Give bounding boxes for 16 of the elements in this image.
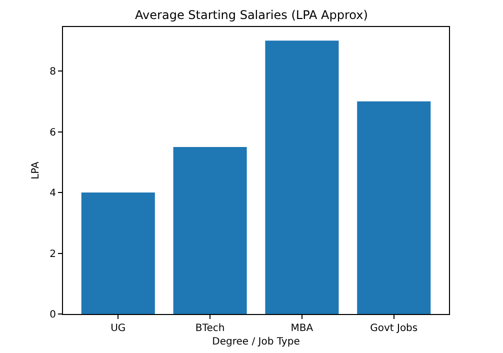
x-tick-label: MBA	[290, 323, 314, 334]
x-axis-title: Degree / Job Type	[212, 336, 300, 348]
bar	[81, 192, 155, 314]
x-tick-label: UG	[110, 323, 126, 334]
y-tick-label: 4	[50, 188, 56, 200]
y-axis-title: LPA	[30, 161, 42, 180]
bar	[173, 146, 247, 314]
chart-title: Average Starting Salaries (LPA Approx)	[135, 8, 368, 22]
y-tick-label: 6	[50, 127, 56, 138]
bar	[265, 40, 339, 314]
x-tick-label: Govt Jobs	[370, 323, 418, 334]
x-tick-label: BTech	[195, 323, 225, 334]
y-tick-label: 2	[50, 248, 56, 260]
y-tick-label: 8	[50, 66, 56, 78]
bar	[357, 101, 431, 314]
y-tick-label: 0	[50, 310, 56, 320]
